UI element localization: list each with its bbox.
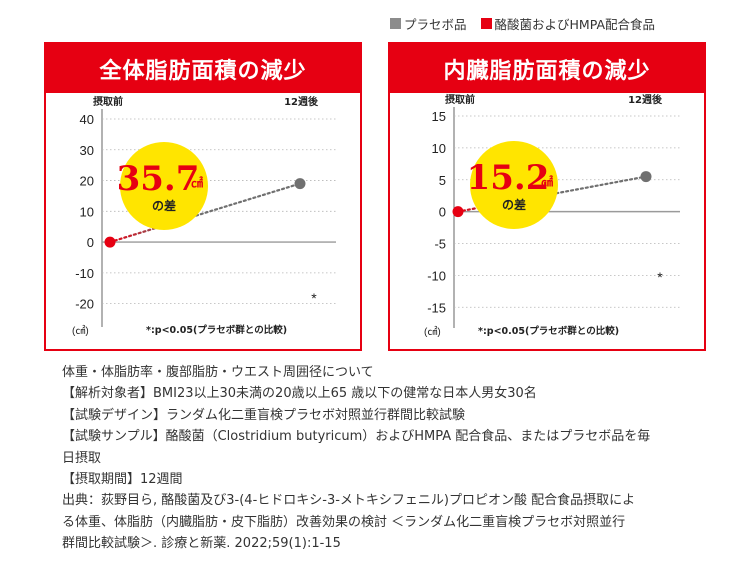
note-line: 日摂取 (62, 450, 102, 466)
chart-title: 内臓脂肪面積の減少 (390, 44, 704, 93)
x-category-label: 12週後 (628, 93, 663, 106)
y-tick-label: 10 (432, 141, 446, 156)
study-notes: 体重・体脂肪率・腹部脂肪・ウエスト周囲径について【解析対象者】BMI23以上30… (62, 362, 722, 555)
x-category-label: 摂取前 (445, 93, 475, 106)
y-tick-label: 15 (432, 109, 446, 124)
note-line: 【摂取期間】12週間 (62, 472, 183, 488)
x-category-label: 摂取前 (93, 95, 123, 108)
legend-placebo-label: プラセボ品 (404, 17, 467, 32)
legend-treatment-swatch (480, 18, 492, 29)
difference-badge (470, 141, 558, 229)
y-tick-label: 0 (439, 205, 446, 220)
note-line: 【試験デザイン】ランダム化二重盲検プラセボ対照並行群間比較試験 (62, 407, 466, 423)
y-tick-label: 30 (80, 143, 94, 158)
note-line: る体重、体脂肪（内臓脂肪・皮下脂肪）改善効果の検討 ＜ランダム化二重盲検プラセボ… (62, 514, 626, 530)
treatment-point (104, 236, 116, 248)
badge-caption: の差 (502, 197, 526, 212)
badge-caption: の差 (152, 198, 176, 213)
y-tick-label: -5 (434, 237, 446, 252)
y-tick-label: -10 (427, 268, 446, 283)
y-tick-label: -20 (75, 297, 94, 312)
x-category-label: 12週後 (284, 95, 319, 108)
significance-asterisk: * (657, 269, 663, 285)
y-tick-label: -10 (75, 266, 94, 281)
badge-value: 35.7 (117, 159, 200, 199)
y-unit-label: (㎠) (424, 326, 441, 338)
placebo-point (640, 171, 652, 183)
note-line: 【解析対象者】BMI23以上30未満の20歳以上65 歳以下の健常な日本人男女3… (62, 386, 537, 402)
y-tick-label: 40 (80, 112, 94, 127)
badge-value: 15.2 (467, 158, 550, 198)
badge-unit: ㎠ (191, 175, 203, 190)
chart-panel-total-fat: 全体脂肪面積の減少 40 30 20 10 0 -10 -20 (㎠) 摂取前 12週後 35.7 ㎠… (44, 42, 362, 351)
footnote: *:p<0.05(プラセボ群との比較) (146, 324, 287, 336)
note-line: 【試験サンプル】酪酸菌（Clostridium butyricum）およびHMP… (62, 429, 651, 445)
note-line: 出典：荻野目ら, 酪酸菌及び3-(4-ヒドロキシ-3-メトキシフェニル)プロピオ… (62, 493, 636, 509)
y-tick-label: 5 (439, 173, 446, 188)
note-line: 体重・体脂肪率・腹部脂肪・ウエスト周囲径について (62, 365, 374, 380)
placebo-point (294, 178, 306, 190)
y-tick-label: 10 (80, 204, 94, 219)
legend-treatment-label: 酪酸菌およびHMPA配合食品 (494, 17, 655, 32)
y-tick-label: -15 (427, 300, 446, 315)
note-line: 群間比較試験＞. 診療と新薬. 2022;59(1):1-15 (62, 536, 341, 552)
treatment-point (452, 206, 464, 218)
y-unit-label: (㎠) (72, 325, 89, 337)
legend-placebo-swatch (390, 18, 401, 29)
legend-treatment: 酪酸菌およびHMPA配合食品 (480, 14, 655, 33)
chart-title: 全体脂肪面積の減少 (46, 44, 360, 93)
legend-placebo: プラセボ品 (390, 14, 467, 33)
legend: プラセボ品 酪酸菌およびHMPA配合食品 (390, 14, 655, 33)
y-tick-label: 0 (87, 235, 94, 250)
difference-badge (120, 142, 208, 230)
footnote: *:p<0.05(プラセボ群との比較) (478, 325, 619, 337)
y-tick-label: 20 (80, 174, 94, 189)
badge-unit: ㎠ (541, 174, 553, 189)
significance-asterisk: * (311, 290, 317, 306)
series-line (108, 182, 302, 244)
